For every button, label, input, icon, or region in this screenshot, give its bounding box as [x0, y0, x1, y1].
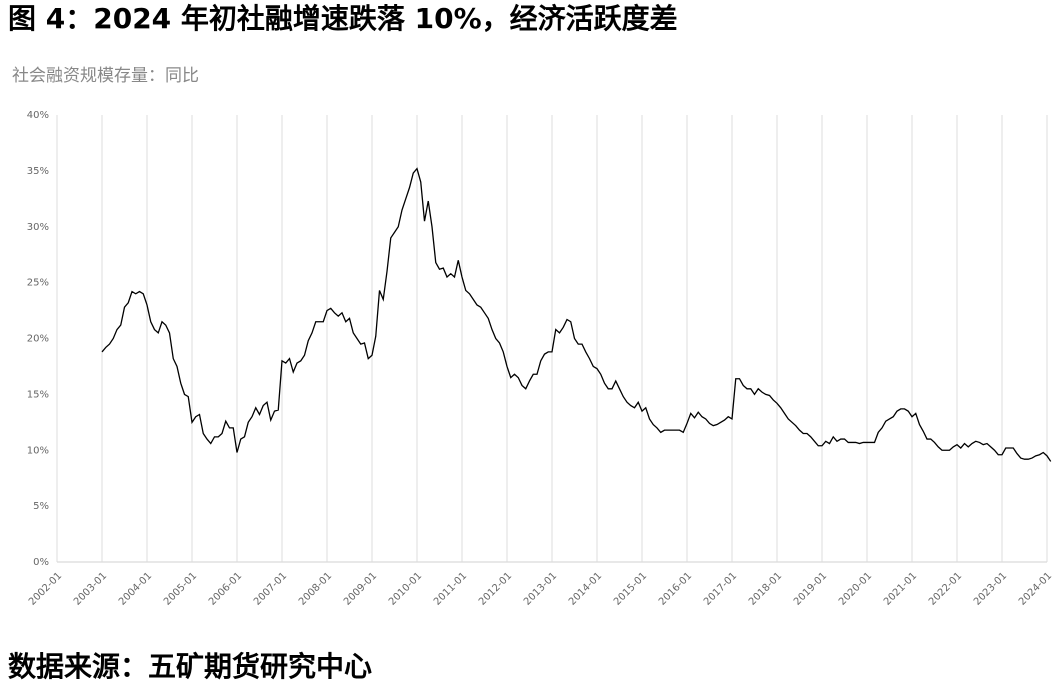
x-tick-label: 2014-01	[567, 570, 604, 607]
chart-title: 图 4：2024 年初社融增速跌落 10%，经济活跃度差	[8, 2, 678, 35]
x-tick-label: 2002-01	[27, 570, 64, 607]
x-tick-label: 2024-01	[1017, 570, 1054, 607]
y-tick-label: 5%	[33, 501, 49, 512]
y-tick-label: 20%	[27, 334, 49, 345]
x-tick-label: 2023-01	[972, 570, 1009, 607]
x-tick-label: 2022-01	[927, 570, 964, 607]
x-tick-label: 2010-01	[387, 570, 424, 607]
y-tick-label: 10%	[27, 445, 49, 456]
x-tick-label: 2011-01	[432, 570, 469, 607]
x-tick-label: 2005-01	[162, 570, 199, 607]
x-tick-label: 2006-01	[207, 570, 244, 607]
y-tick-label: 15%	[27, 389, 49, 400]
y-tick-label: 30%	[27, 222, 49, 233]
x-tick-label: 2016-01	[657, 570, 694, 607]
x-tick-label: 2015-01	[612, 570, 649, 607]
x-tick-label: 2013-01	[522, 570, 559, 607]
chart-subtitle: 社会融资规模存量：同比	[12, 66, 199, 86]
x-tick-label: 2003-01	[72, 570, 109, 607]
x-tick-label: 2007-01	[252, 570, 289, 607]
y-tick-label: 40%	[27, 110, 49, 121]
line	[101, 167, 1052, 462]
x-tick-label: 2018-01	[747, 570, 784, 607]
x-tick-label: 2012-01	[477, 570, 514, 607]
x-tick-label: 2020-01	[837, 570, 874, 607]
x-tick-label: 2009-01	[342, 570, 379, 607]
x-tick-label: 2019-01	[792, 570, 829, 607]
x-tick-label: 2004-01	[117, 570, 154, 607]
y-tick-label: 0%	[33, 557, 49, 568]
source: 数据来源：五矿期货研究中心	[8, 650, 372, 683]
x-tick-label: 2021-01	[882, 570, 919, 607]
x-tick-label: 2008-01	[297, 570, 334, 607]
y-tick-label: 35%	[27, 166, 49, 177]
x-tick-label: 2017-01	[702, 570, 739, 607]
y-tick-label: 25%	[27, 278, 49, 289]
